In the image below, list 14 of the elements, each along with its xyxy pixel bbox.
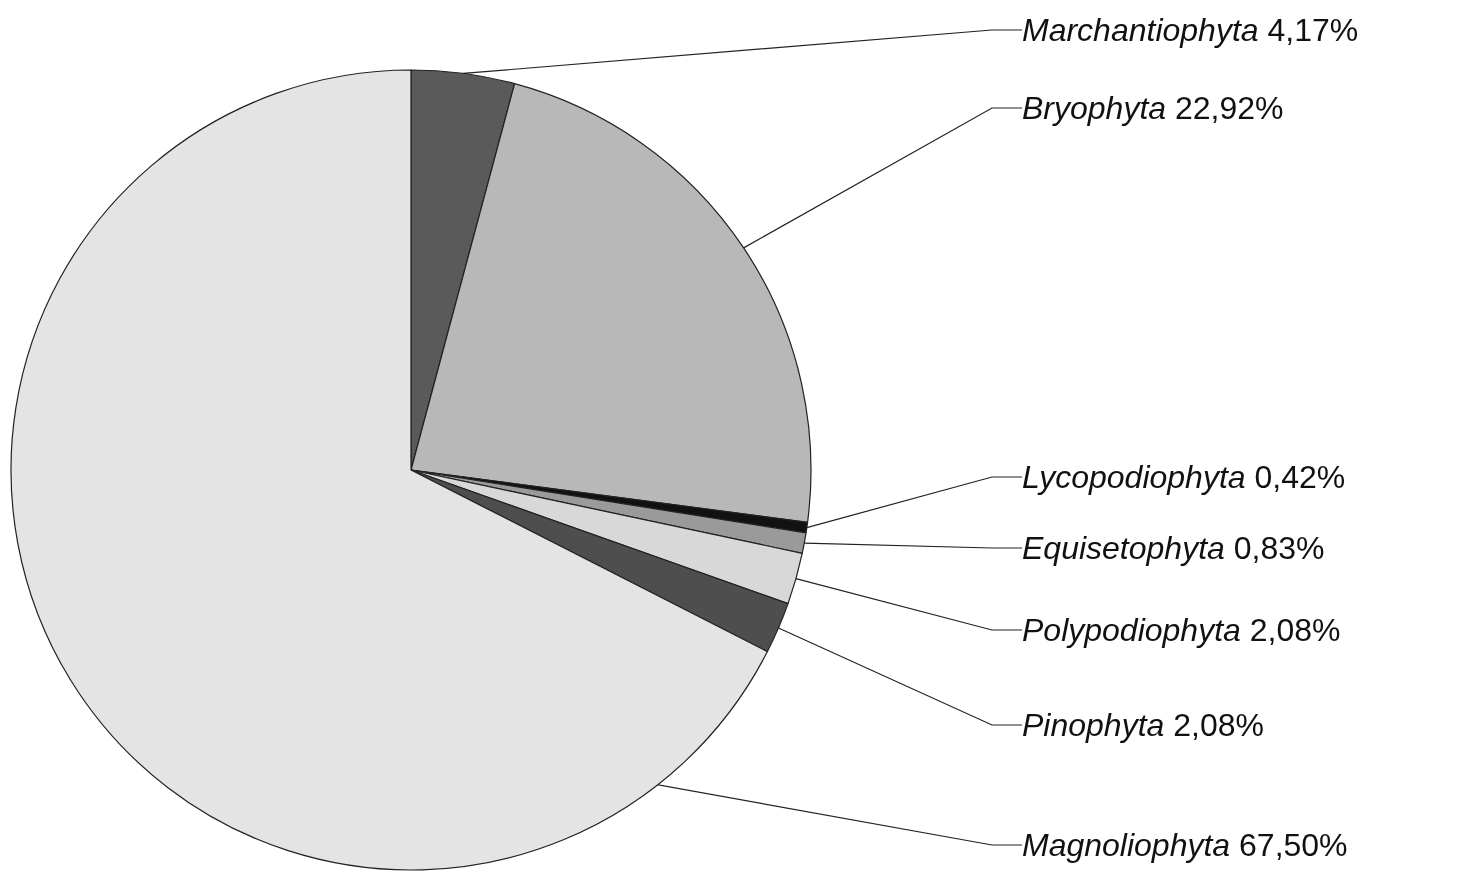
data-label: 4,17% [1267,12,1359,48]
slice-label: Magnoliophyta [1022,827,1231,863]
slice-label: Lycopodiophyta [1022,459,1246,495]
data-label: 0,83% [1233,530,1325,566]
slice-label: Equisetophyta [1022,530,1225,566]
data-label: 2,08% [1249,612,1341,648]
slice-label: Pinophyta [1022,707,1165,743]
data-label: 67,50% [1239,827,1348,863]
slice-label: Bryophyta [1022,90,1167,126]
slice-label: Marchantiophyta [1022,12,1259,48]
data-label: 0,42% [1254,459,1346,495]
data-label: 22,92% [1174,90,1284,126]
slice-label: Polypodiophyta [1022,612,1241,648]
data-label: 2,08% [1173,707,1264,743]
